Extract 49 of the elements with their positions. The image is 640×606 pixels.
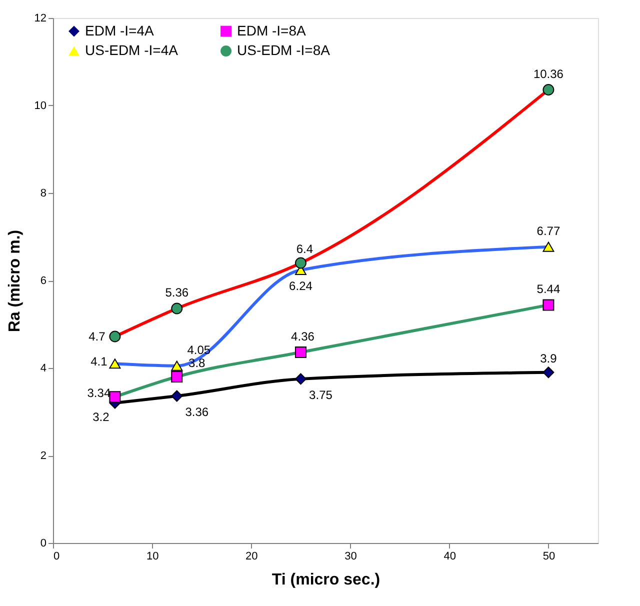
- point: [171, 390, 183, 402]
- point: [109, 391, 121, 403]
- point: [171, 371, 183, 382]
- x-tick-label: 40: [444, 550, 456, 562]
- legend-label: EDM -I=4A: [85, 22, 155, 38]
- y-tick-label: 12: [34, 12, 46, 24]
- data-label: 3.2: [92, 410, 110, 424]
- x-tick-label: 30: [344, 550, 357, 562]
- y-tick-label: 10: [34, 100, 46, 112]
- point: [294, 373, 306, 385]
- point: [542, 366, 554, 378]
- data-label: 4.36: [291, 329, 315, 344]
- x-tick-label: 0: [54, 550, 60, 562]
- data-label: 3.9: [540, 351, 558, 366]
- point: [294, 257, 306, 269]
- x-axis-title: Ti (micro sec.): [272, 572, 380, 588]
- y-tick-label: 6: [40, 275, 46, 287]
- data-label: 4.05: [187, 342, 211, 357]
- data-label: 5.36: [165, 286, 189, 300]
- legend-label: US-EDM -I=4A: [85, 42, 179, 58]
- y-tick-label: 2: [40, 450, 46, 462]
- data-label: 5.44: [536, 282, 560, 296]
- data-label: 4.7: [88, 330, 106, 344]
- data-label: 6.24: [289, 279, 313, 293]
- data-label: 3.36: [185, 405, 209, 419]
- y-tick-label: 4: [40, 362, 46, 374]
- x-tick-label: 10: [146, 550, 159, 562]
- point: [109, 330, 121, 342]
- point: [171, 360, 183, 371]
- y-tick-label: 8: [40, 188, 46, 200]
- data-label: 10.36: [533, 66, 564, 81]
- point: [109, 358, 121, 369]
- point: [542, 242, 554, 252]
- data-label: 3.8: [188, 356, 206, 370]
- point: [294, 346, 306, 358]
- data-label: 3.75: [309, 388, 333, 402]
- x-tick-label: 50: [542, 550, 556, 562]
- point: [542, 84, 554, 96]
- x-tick-label: 20: [246, 550, 258, 562]
- point: [171, 302, 183, 314]
- legend-label: EDM -I=8A: [237, 22, 307, 38]
- data-label: 6.4: [296, 242, 314, 256]
- data-label: 3.34: [87, 386, 111, 400]
- y-tick-label: 0: [40, 538, 46, 550]
- legend-label: US-EDM -I=8A: [237, 42, 331, 58]
- point: [542, 299, 554, 311]
- data-label: 4.1: [90, 354, 108, 369]
- data-label: 6.77: [536, 224, 560, 238]
- y-axis-title: Ra (micro m.): [6, 230, 24, 332]
